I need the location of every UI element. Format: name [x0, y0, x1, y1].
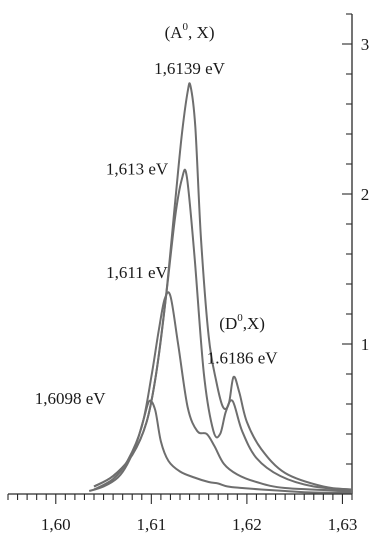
annotation-label: 1,6139 eV [154, 59, 226, 78]
chart-axes: 1,60 1,61 1,62 1,63 1 2 3 [7, 13, 370, 534]
x-tick-label: 1,62 [232, 515, 262, 534]
annotation-label: (A0, X) [165, 21, 215, 42]
annotation-label: (D0,X) [219, 312, 265, 333]
chart-annotations: (A0, X) 1,6139 eV 1,613 eV 1,611 eV (D0,X) 1.… [35, 21, 279, 408]
spectrum-line-4 [93, 82, 353, 491]
spectrum-line-1 [88, 399, 353, 494]
y-tick-label: 2 [361, 185, 370, 204]
annotation-label: 1.6186 eV [207, 349, 279, 368]
y-tick-label: 1 [361, 335, 370, 354]
chart-series [88, 82, 353, 494]
x-tick-label: 1,60 [41, 515, 71, 534]
annotation-label: 1,611 eV [106, 263, 168, 282]
x-tick-label: 1,63 [328, 515, 358, 534]
spectrum-line-2 [93, 291, 353, 492]
x-tick-label: 1,61 [136, 515, 166, 534]
annotation-label: 1,613 eV [106, 160, 169, 179]
y-tick-label: 3 [361, 35, 370, 54]
annotation-label: 1,6098 eV [35, 389, 107, 408]
